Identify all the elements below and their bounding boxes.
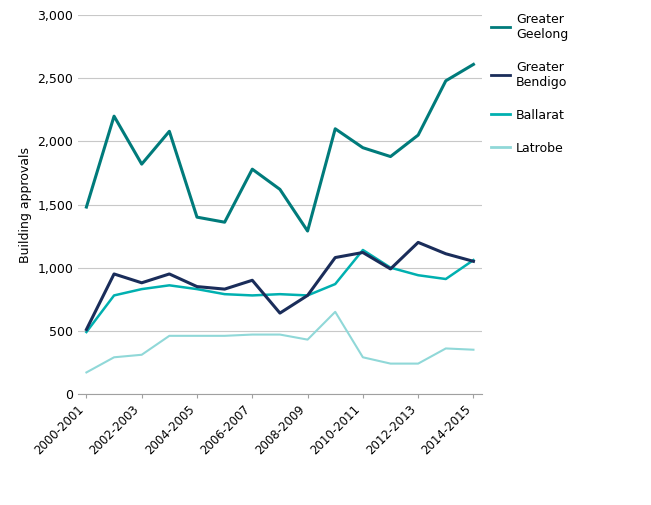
Y-axis label: Building approvals: Building approvals [19, 146, 32, 263]
Legend: Greater
Geelong, Greater
Bendigo, Ballarat, Latrobe: Greater Geelong, Greater Bendigo, Ballar… [486, 8, 573, 160]
